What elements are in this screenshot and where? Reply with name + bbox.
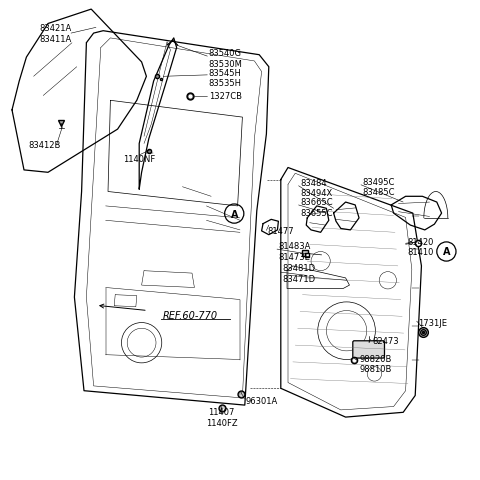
Text: 1140NF: 1140NF — [123, 155, 156, 164]
Text: 96301A: 96301A — [246, 396, 278, 405]
Text: 1731JE: 1731JE — [418, 318, 446, 327]
Text: 81477: 81477 — [268, 227, 294, 235]
Text: 83665C
83655C: 83665C 83655C — [300, 198, 333, 217]
Text: 82473: 82473 — [372, 336, 398, 345]
Text: 83421A
83411A: 83421A 83411A — [39, 24, 72, 44]
Text: 81420
81410: 81420 81410 — [407, 237, 433, 256]
Text: REF.60-770: REF.60-770 — [162, 311, 217, 321]
Text: 83540G
83530M: 83540G 83530M — [209, 49, 243, 69]
Text: 81483A
81473E: 81483A 81473E — [278, 242, 311, 261]
Text: 83412B: 83412B — [28, 141, 61, 150]
Text: 83545H
83535H: 83545H 83535H — [209, 69, 242, 88]
Text: 83495C
83485C: 83495C 83485C — [362, 178, 395, 197]
Text: 11407
1140FZ: 11407 1140FZ — [206, 408, 238, 427]
Text: A: A — [230, 209, 238, 219]
Text: 1327CB: 1327CB — [209, 92, 242, 101]
FancyBboxPatch shape — [353, 341, 384, 358]
Text: 83481D
83471D: 83481D 83471D — [282, 264, 315, 283]
Text: 83484
83494X: 83484 83494X — [300, 179, 332, 198]
Text: 98820B
98810B: 98820B 98810B — [359, 354, 391, 373]
Text: A: A — [443, 247, 450, 257]
